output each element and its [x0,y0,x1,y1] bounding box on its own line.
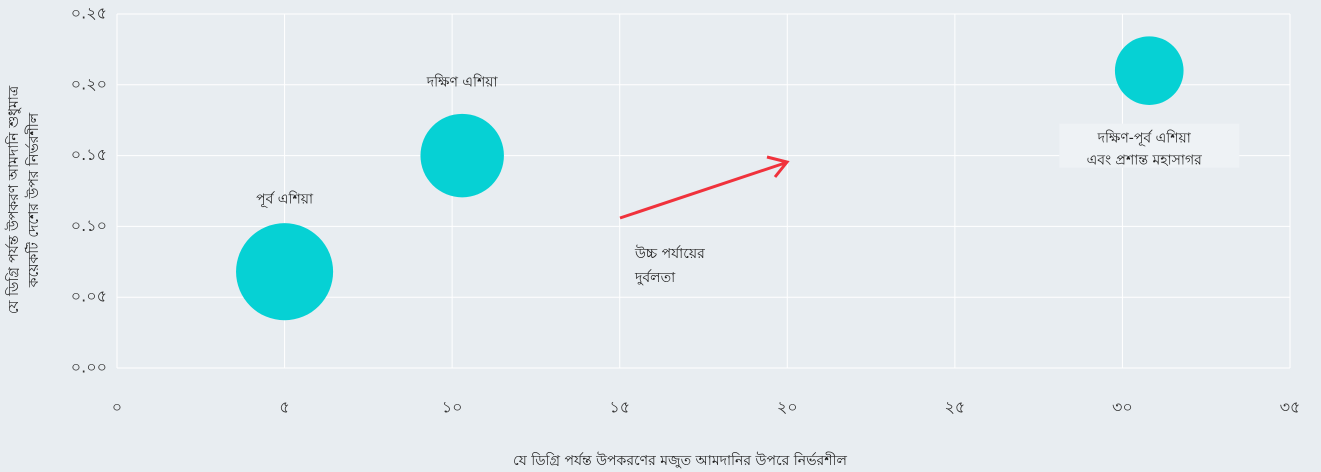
x-axis-title: যে ডিগ্রি পর্যন্ত উপকরণের মজুত আমদানির উ… [513,452,848,469]
label-background [1059,123,1240,168]
y-tick-label: ০.০৫ [71,287,107,306]
bubble [1114,36,1184,105]
bubble-label: দক্ষিণ-পূর্ব এশিয়া [1097,130,1192,147]
x-tick-label: ২০ [777,398,798,417]
y-axis-title-line: যে ডিগ্রি পর্যন্ত উপকরণ আমদানি শুধুমাত্র [5,85,22,314]
y-tick-label: ০.১৫ [71,145,107,164]
x-tick-label: ১৫ [609,398,630,417]
x-tick-label: ৩০ [1112,398,1133,417]
annotation-text: দুর্বলতা [634,269,676,286]
x-tick-label: ৫ [279,398,289,417]
x-tick-label: ২৫ [944,398,965,417]
arrow-head [766,155,790,178]
grid [116,13,1291,369]
y-tick-label: ০.২০ [71,74,107,93]
x-tick-label: ৩৫ [1280,398,1301,417]
bubble-label: পূর্ব এশিয়া [256,191,314,208]
y-axis-title: যে ডিগ্রি পর্যন্ত উপকরণ আমদানি শুধুমাত্র… [5,85,42,314]
bubble-label: দক্ষিণ এশিয়া [426,74,499,91]
bubble [236,223,334,321]
y-tick-label: ০.২৫ [71,4,107,23]
annotation-arrow [619,155,790,220]
arrow-shaft [619,161,786,220]
annotation-text: উচ্চ পর্যায়ের [634,245,705,262]
bubble-label: এবং প্রশান্ত মহাসাগর [1087,153,1202,169]
x-tick-label: ০ [112,398,122,417]
y-axis-title-line: কয়েকটি দেশের উপর নির্ভরশীল [25,112,42,288]
y-tick-label: ০.০০ [71,358,107,377]
bubble [420,113,504,198]
x-tick-label: ১০ [442,398,463,417]
y-tick-label: ০.১০ [71,216,107,235]
